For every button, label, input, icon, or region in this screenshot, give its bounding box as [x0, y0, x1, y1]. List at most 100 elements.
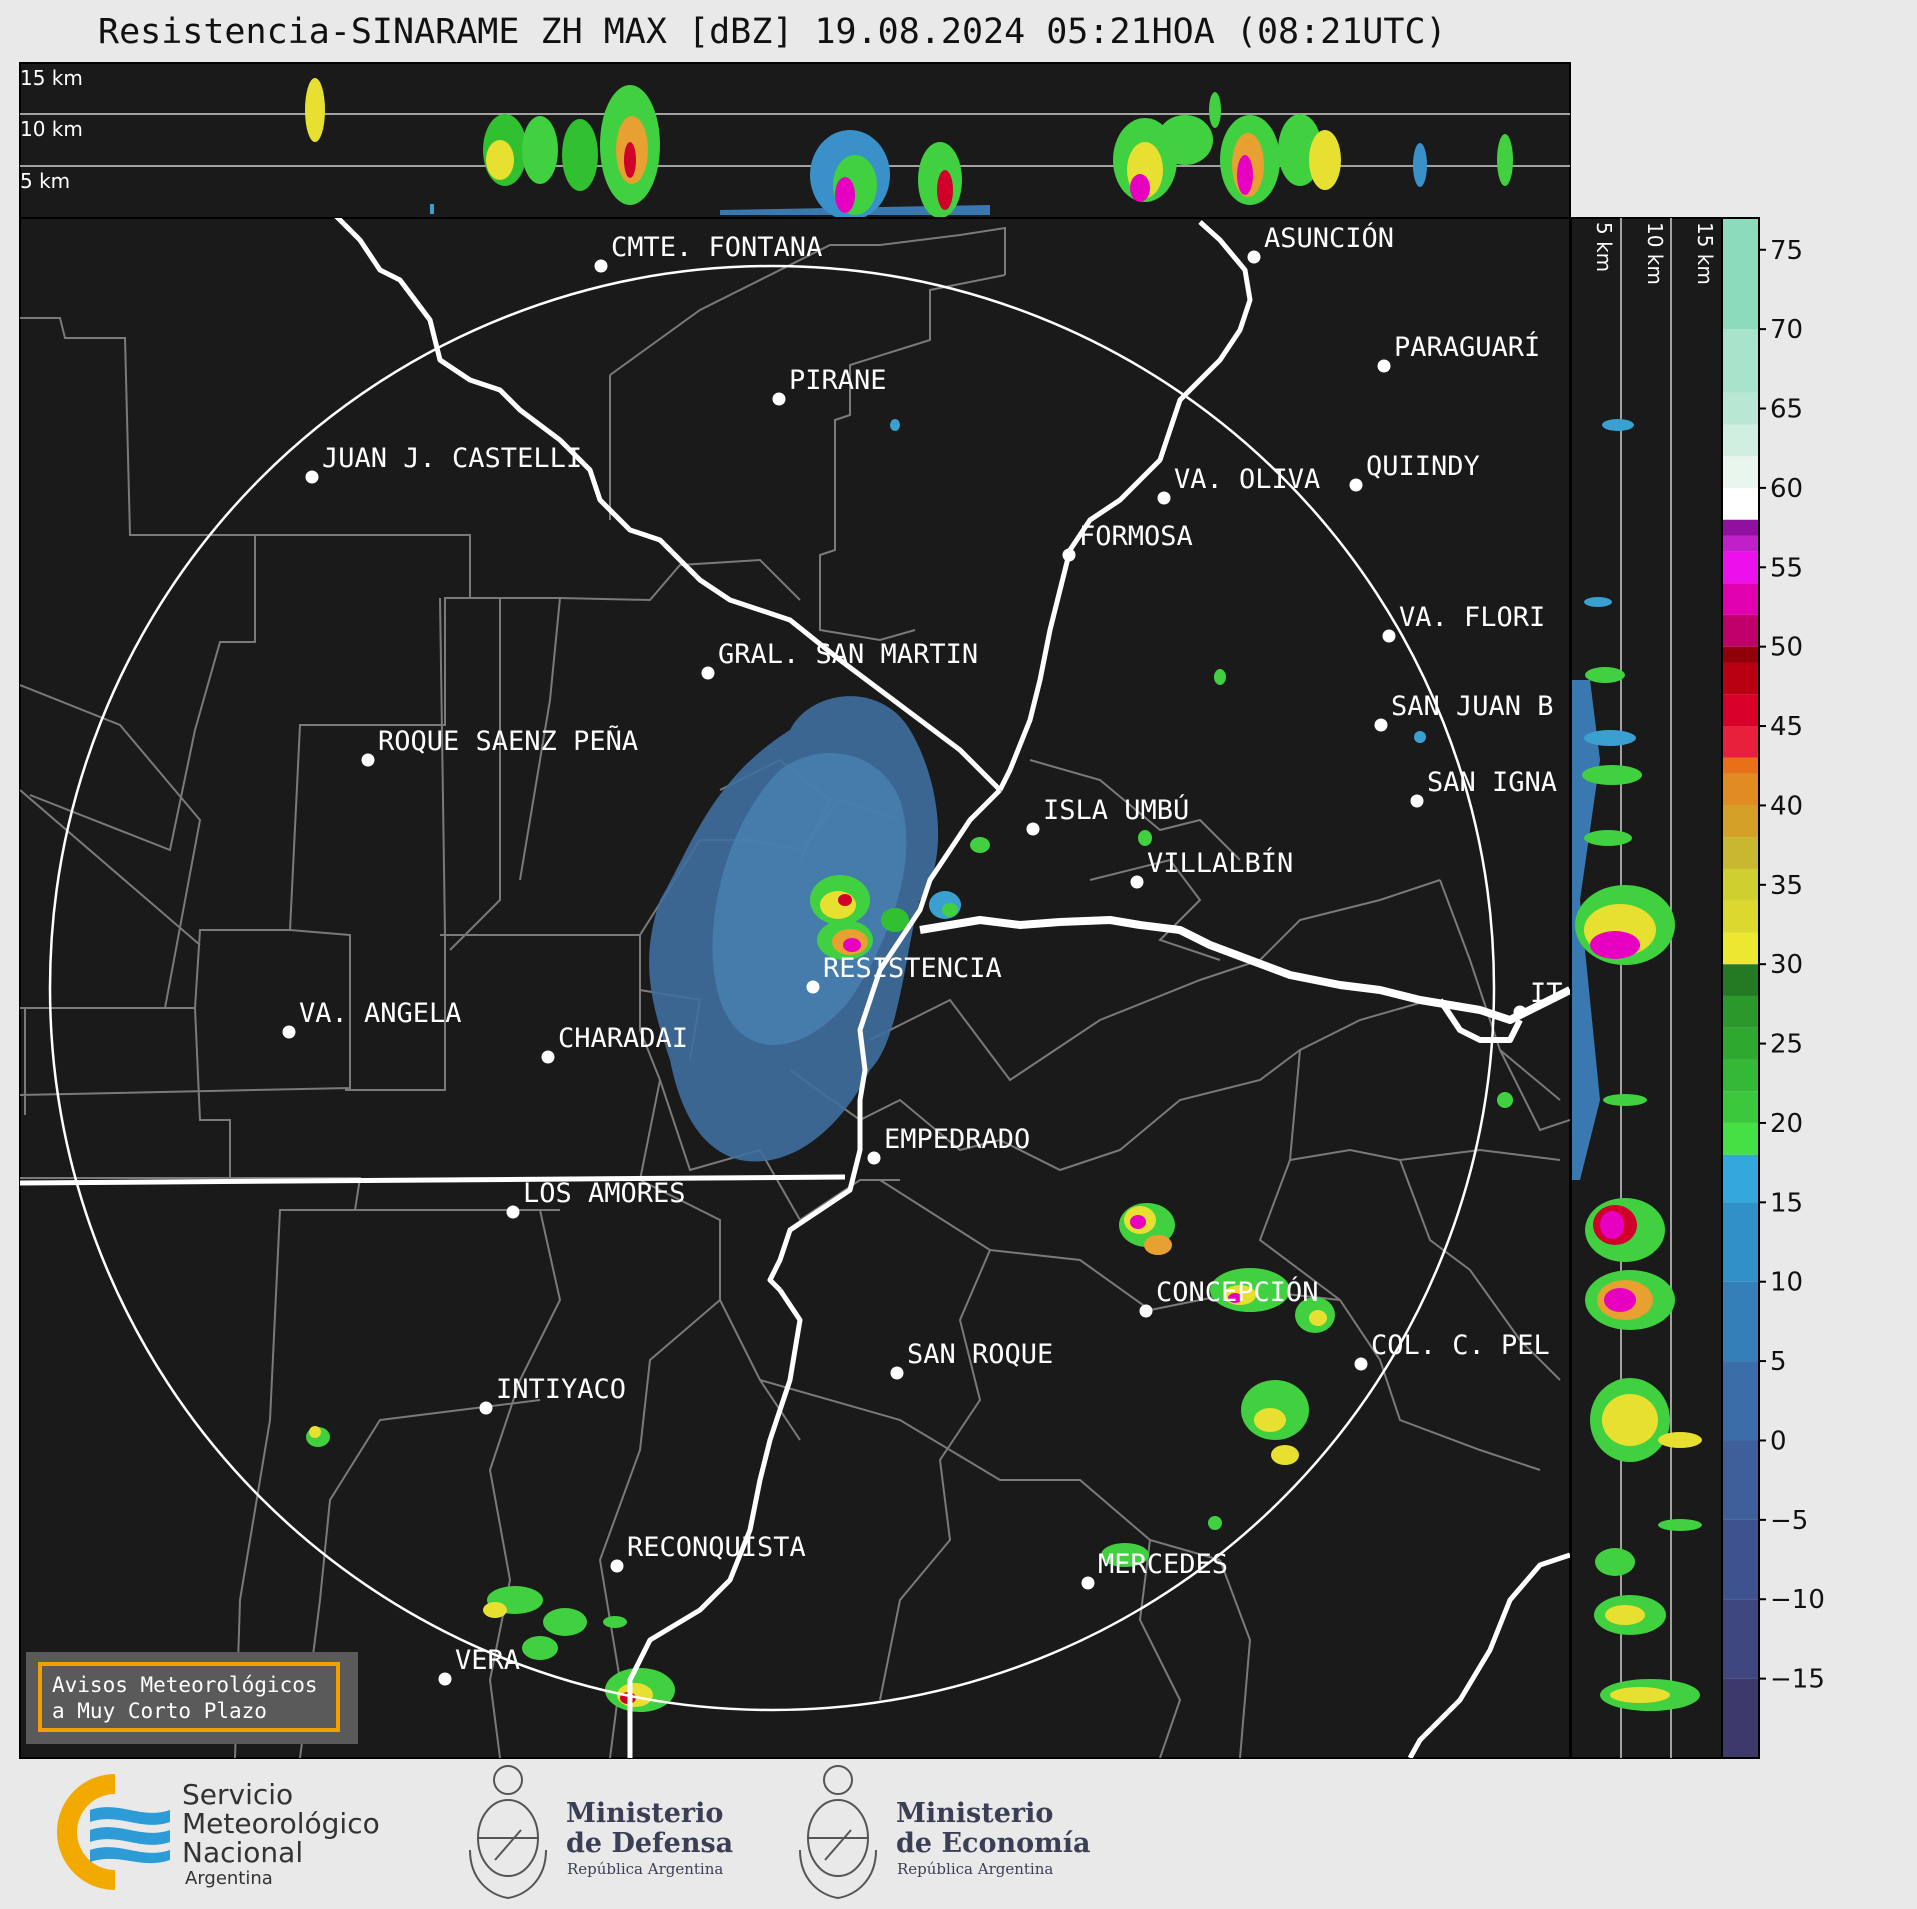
colorbar-band	[1722, 1519, 1759, 1600]
colorbar-band	[1722, 1091, 1759, 1123]
city-label: CONCEPCIÓN	[1156, 1276, 1319, 1308]
colorbar-tick-label: −10	[1770, 1585, 1825, 1615]
radar-echoes	[306, 419, 1513, 1712]
economia-logo: Ministerio de Economía República Argenti…	[799, 1765, 1090, 1900]
city-dot	[594, 259, 608, 273]
city-label: VERA	[455, 1645, 520, 1676]
city-dot	[1157, 491, 1171, 505]
colorbar-tick-label: 15	[1770, 1188, 1803, 1218]
city-dot	[1139, 1304, 1153, 1318]
colorbar-band	[1722, 773, 1759, 806]
defensa-country: República Argentina	[567, 1860, 723, 1878]
city-dot	[1247, 250, 1261, 264]
warning-banner-line: a Muy Corto Plazo	[52, 1699, 267, 1723]
city-dot	[1377, 359, 1391, 373]
colorbar-tick-label: 25	[1770, 1030, 1803, 1060]
map-title: Resistencia-SINARAME ZH MAX [dBZ] 19.08.…	[98, 12, 1447, 52]
colorbar-band	[1722, 551, 1759, 584]
colorbar-band	[1722, 726, 1759, 758]
city-label: COL. C. PEL	[1371, 1330, 1550, 1361]
city-label: VA. FLORI	[1399, 602, 1545, 633]
smn-country: Argentina	[185, 1868, 273, 1889]
defensa-line: Ministerio	[566, 1798, 723, 1829]
colorbar-band	[1722, 1154, 1759, 1203]
colorbar-tick-label: 40	[1770, 791, 1803, 821]
city-dot	[1410, 794, 1424, 808]
city-dot	[305, 470, 319, 484]
city-label: QUIINDY	[1366, 451, 1480, 482]
city-dot	[890, 1366, 904, 1380]
colorbar-tick-label: 75	[1770, 236, 1803, 266]
colorbar-band	[1722, 837, 1759, 869]
colorbar-band	[1722, 662, 1759, 695]
colorbar-band	[1722, 1122, 1759, 1155]
warning-banner-line: Avisos Meteorológicos	[52, 1673, 318, 1697]
city-dot	[361, 753, 375, 767]
warning-banner[interactable]: Avisos Meteorológicos a Muy Corto Plazo	[38, 1662, 340, 1732]
colorbar-band	[1722, 805, 1759, 838]
colorbar-band	[1722, 614, 1759, 647]
city-label: EMPEDRADO	[884, 1124, 1030, 1155]
colorbar-band	[1722, 646, 1759, 663]
colorbar-tick-label: 35	[1770, 871, 1803, 901]
city-label: ASUNCIÓN	[1264, 222, 1394, 254]
city-markers: CMTE. FONTANA ASUNCIÓN PARAGUARÍ PIRANE JUAN…	[282, 222, 1563, 1686]
colorbar-tick-label: 30	[1770, 950, 1803, 980]
city-dot	[1026, 822, 1040, 836]
colorbar-band	[1722, 519, 1759, 536]
top-height-label: 10 km	[20, 117, 83, 141]
smn-name-line: Nacional	[182, 1836, 303, 1869]
city-label: SAN ROQUE	[907, 1339, 1053, 1370]
city-dot	[282, 1025, 296, 1039]
city-label: ROQUE SAENZ PEÑA	[378, 725, 638, 757]
city-label: FORMOSA	[1079, 521, 1193, 552]
side-height-label: 5 km	[1592, 222, 1616, 272]
colorbar-band	[1722, 1202, 1759, 1282]
colorbar-segments	[1722, 218, 1759, 1758]
city-dot	[806, 980, 820, 994]
economia-line: de Economía	[896, 1828, 1090, 1859]
colorbar-tick-label: 70	[1770, 315, 1803, 345]
colorbar-band	[1722, 535, 1759, 552]
colorbar-tick-label: 65	[1770, 395, 1803, 425]
city-label: CMTE. FONTANA	[611, 232, 822, 263]
side-profile: 5 km 10 km 15 km	[1570, 217, 1723, 1759]
city-label: SAN JUAN B	[1391, 691, 1554, 722]
defensa-line: de Defensa	[566, 1828, 733, 1859]
side-height-label: 15 km	[1693, 222, 1717, 285]
city-dot	[541, 1050, 555, 1064]
city-label: SAN IGNA	[1427, 767, 1557, 798]
wave-icon	[90, 1827, 170, 1845]
range-ring	[48, 264, 1496, 1712]
colorbar-band	[1722, 1281, 1759, 1362]
colorbar-tick-label: 45	[1770, 712, 1803, 742]
colorbar-tick-label: 60	[1770, 474, 1803, 504]
city-dot	[438, 1672, 452, 1686]
colorbar-tick-label: 50	[1770, 633, 1803, 663]
coat-of-arms-icon	[469, 1765, 547, 1900]
city-dot	[1130, 875, 1144, 889]
smn-name-line: Meteorológico	[182, 1807, 380, 1840]
radar-map	[19, 217, 1571, 1759]
colorbar-band	[1722, 329, 1759, 393]
colorbar-tick-label: 20	[1770, 1109, 1803, 1139]
city-label: PARAGUARÍ	[1394, 331, 1540, 363]
side-height-label: 10 km	[1643, 222, 1667, 285]
colorbar-band	[1722, 1059, 1759, 1092]
colorbar-tick-label: 10	[1770, 1268, 1803, 1298]
colorbar-tick-label: −5	[1770, 1506, 1808, 1536]
city-dot	[610, 1559, 624, 1573]
colorbar-band	[1722, 392, 1759, 425]
colorbar-tick-label: 5	[1770, 1347, 1787, 1377]
colorbar-band	[1722, 1440, 1759, 1520]
city-label: LOS AMORES	[523, 1178, 686, 1209]
city-label: INTIYACO	[496, 1374, 626, 1405]
colorbar-band	[1722, 868, 1759, 901]
defensa-logo: Ministerio de Defensa República Argentin…	[469, 1765, 733, 1900]
colorbar-band	[1722, 995, 1759, 1028]
city-dot	[479, 1401, 493, 1415]
colorbar-band	[1722, 1678, 1759, 1758]
city-dot	[1349, 478, 1363, 492]
